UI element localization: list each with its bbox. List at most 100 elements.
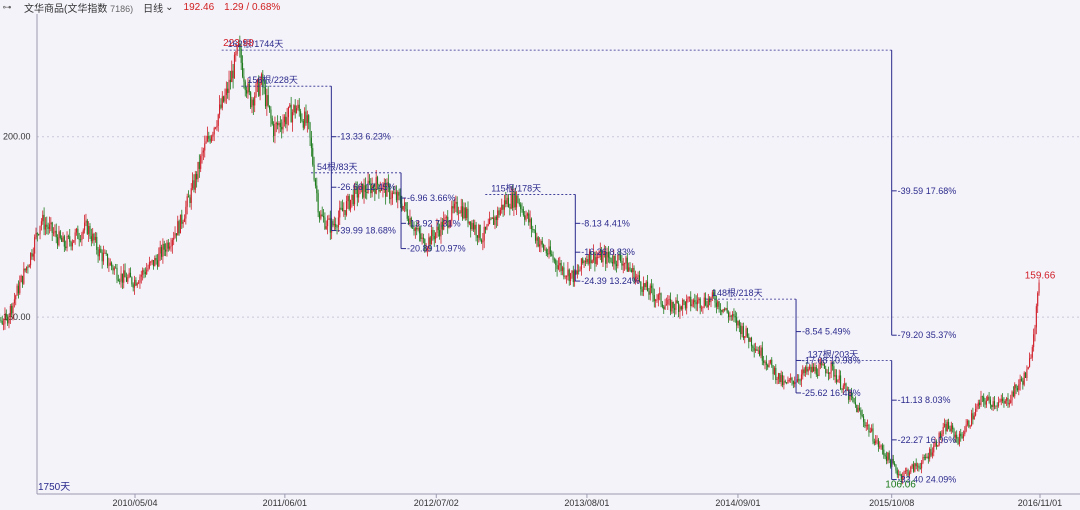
- candle-body: [942, 427, 944, 434]
- candle-body: [509, 207, 511, 209]
- candle-body: [360, 183, 362, 186]
- candle-body: [668, 299, 670, 300]
- candle-body: [462, 206, 464, 219]
- candle-body: [625, 257, 627, 264]
- candle-body: [166, 242, 168, 252]
- candle-body: [181, 214, 183, 224]
- candle-body: [688, 296, 690, 298]
- candle-body: [972, 413, 974, 420]
- candle-body: [702, 306, 704, 308]
- candle-body: [20, 275, 22, 283]
- candle-body: [746, 328, 748, 337]
- candle-body: [115, 267, 117, 269]
- candle-body: [248, 83, 250, 93]
- candle-body: [1018, 384, 1020, 390]
- candle-body: [518, 202, 520, 205]
- candle-body: [945, 423, 947, 432]
- candle-body: [108, 265, 110, 267]
- candle-body: [738, 320, 740, 326]
- candle-body: [858, 407, 861, 411]
- candle-body: [57, 237, 59, 246]
- candle-body: [499, 209, 501, 216]
- candle-body: [732, 314, 734, 317]
- candle-body: [514, 191, 516, 208]
- candle-body: [721, 309, 723, 312]
- candle-body: [522, 209, 524, 216]
- candle-body: [82, 230, 84, 234]
- candle-body: [78, 238, 80, 240]
- candle-body: [992, 401, 994, 408]
- candle-body: [966, 420, 969, 425]
- candle-body: [67, 236, 69, 237]
- candle-body: [557, 265, 559, 270]
- candle-body: [1035, 306, 1037, 328]
- candle-body: [327, 219, 329, 227]
- candle-body: [533, 229, 535, 231]
- candle-body: [530, 218, 532, 230]
- candle-body: [551, 254, 553, 256]
- candle-body: [624, 263, 626, 265]
- candle-body: [883, 449, 885, 455]
- candle-body: [511, 193, 514, 208]
- candle-body: [225, 88, 227, 96]
- candle-body: [902, 476, 904, 480]
- candle-body: [38, 234, 40, 235]
- candle-body: [389, 185, 391, 200]
- candle-body: [571, 270, 573, 274]
- candle-body: [343, 210, 345, 212]
- candle-body: [529, 218, 531, 223]
- candle-body: [98, 248, 100, 257]
- candle-body: [829, 372, 831, 374]
- candle-body: [711, 292, 713, 298]
- candle-body: [256, 79, 258, 84]
- candle-body: [760, 347, 762, 356]
- candle-body: [196, 174, 198, 180]
- candle-body: [652, 287, 654, 296]
- candle-body: [370, 183, 372, 194]
- measure-header: 137根/203天: [808, 348, 859, 359]
- candle-body: [112, 266, 114, 271]
- candle-body: [563, 267, 565, 277]
- candle-body: [537, 237, 539, 247]
- candle-body: [995, 405, 997, 407]
- link-icon[interactable]: ⊶: [2, 1, 12, 12]
- candle-body: [428, 237, 430, 248]
- candle-body: [13, 299, 15, 304]
- candle-body: [985, 400, 987, 405]
- candle-body: [28, 265, 30, 268]
- candle-body: [94, 236, 96, 241]
- candle-body: [908, 472, 910, 476]
- candle-body: [991, 404, 993, 408]
- period-selector[interactable]: 日线 ⌄: [143, 0, 173, 15]
- candle-body: [798, 379, 800, 381]
- candle-body: [217, 114, 219, 126]
- candle-body: [129, 272, 132, 278]
- candlestick-chart[interactable]: 200.00 150.00 2010/05/04 2011/06/01 2012/07/…: [0, 14, 1080, 510]
- candle-body: [538, 244, 541, 247]
- candle-body: [44, 224, 46, 230]
- candle-body: [742, 326, 744, 339]
- candle-body: [823, 363, 825, 369]
- chevron-down-icon: ⌄: [165, 1, 174, 13]
- candle-body: [422, 237, 424, 240]
- candle-body: [491, 217, 493, 219]
- candle-body: [952, 425, 954, 430]
- candle-body: [250, 92, 252, 108]
- candle-body: [611, 261, 613, 264]
- candle-body: [904, 470, 906, 472]
- candle-body: [206, 136, 208, 142]
- candle-body: [386, 182, 388, 197]
- x-tick-label: 2011/06/01: [263, 498, 307, 508]
- candle-body: [649, 285, 651, 295]
- measure-label: -20.89 10.97%: [407, 244, 466, 254]
- candle-body: [933, 445, 935, 453]
- candle-body: [748, 336, 750, 342]
- measure-label: -13.92 7.31%: [407, 218, 461, 228]
- candle-body: [376, 177, 379, 185]
- candle-body: [773, 367, 775, 375]
- candle-body: [988, 396, 990, 400]
- candle-body: [532, 229, 534, 230]
- candle-body: [387, 182, 389, 186]
- candle-body: [51, 222, 53, 233]
- candle-body: [680, 306, 682, 310]
